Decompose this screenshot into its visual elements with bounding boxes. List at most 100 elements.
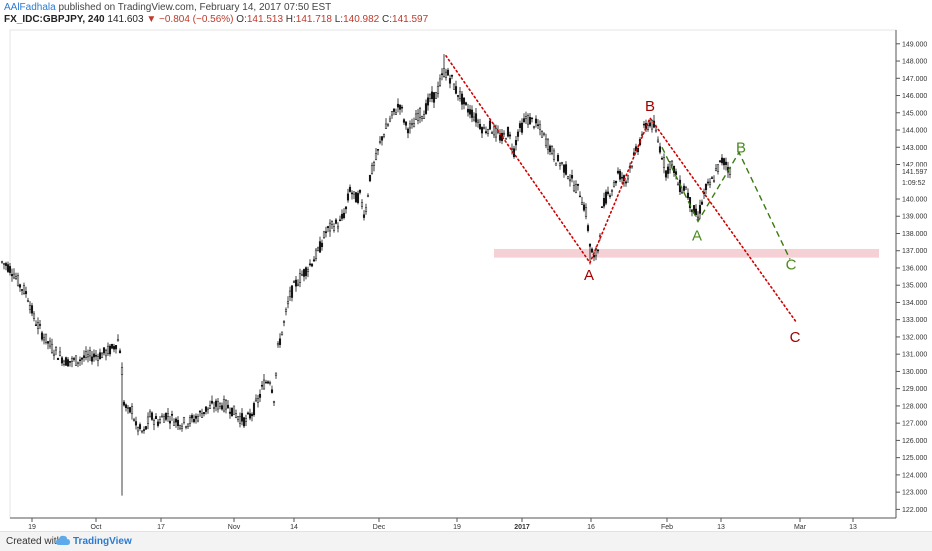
y-tick-label: 135.000 [902, 283, 927, 290]
candle-down [368, 174, 372, 182]
candle-up [336, 225, 340, 229]
y-tick-label: 139.000 [902, 214, 927, 221]
candle-up [104, 349, 108, 357]
candle-up [268, 382, 272, 384]
candle-down [248, 413, 252, 419]
price-change: −0.804 (−0.56%) [159, 14, 234, 25]
x-tick-label: 19 [453, 524, 461, 531]
plot-frame [9, 29, 897, 519]
candle-down [60, 357, 64, 364]
candle-up [70, 357, 74, 362]
candle-down [648, 122, 652, 127]
candle-down [462, 97, 466, 105]
candle-down [40, 332, 44, 340]
candle-down [144, 426, 148, 430]
candle-up [224, 400, 228, 410]
candle-up [120, 367, 124, 376]
candle-up [524, 116, 528, 119]
candle-down [102, 347, 106, 354]
candle-down [98, 352, 102, 359]
candle-up [490, 132, 494, 134]
candle-down [362, 214, 366, 218]
support-zone [494, 248, 879, 258]
candle-up [160, 415, 164, 418]
price-label-box [897, 166, 932, 177]
candle-up [300, 274, 304, 276]
candle-up [502, 132, 506, 135]
close-label: C: [382, 14, 393, 25]
candle-down [226, 404, 230, 409]
candle-up [100, 353, 104, 359]
candle-down [94, 355, 98, 357]
x-tick-label: 2017 [514, 524, 530, 531]
price-chart[interactable]: 122.000 123.000 124.000 125.000 126.000 127.0… [0, 0, 932, 531]
candle-down [250, 413, 254, 417]
close-value: 141.597 [392, 14, 429, 25]
candle-up [86, 354, 90, 358]
candle-down [346, 193, 350, 201]
candle-down [624, 181, 628, 184]
candle-down [118, 350, 122, 354]
candle-down [202, 412, 206, 414]
x-tick-label: Dec [373, 524, 386, 531]
candle-down [348, 186, 352, 192]
candle-up [274, 372, 278, 376]
candle-up [452, 83, 456, 90]
y-tick-label: 138.000 [902, 231, 927, 238]
candle-down [242, 417, 246, 427]
open-label: O: [236, 14, 247, 25]
x-tick-label: 14 [290, 524, 298, 531]
candle-up [458, 91, 462, 99]
candle-down [92, 353, 96, 358]
candle-up [218, 402, 222, 407]
green-wave-label-C: C [786, 257, 797, 274]
author-link[interactable]: AAlFadhala [4, 2, 56, 13]
candle-down [122, 401, 126, 406]
candle-down [660, 158, 664, 160]
candle-down [590, 248, 594, 253]
candle-up [538, 124, 542, 130]
candle-down [516, 131, 520, 137]
y-tick-label: 149.000 [902, 41, 927, 48]
candle-up [384, 123, 388, 129]
symbol-label: FX_IDC:GBPJPY, 240 [4, 14, 105, 25]
candle-up [408, 123, 412, 129]
candle-down [198, 410, 202, 413]
candle-down [278, 338, 282, 345]
y-tick-label: 125.000 [902, 455, 927, 462]
y-tick-label: 146.000 [902, 93, 927, 100]
published-text: published on TradingView.com, February 1… [58, 2, 332, 13]
red-wave-label-B: B [645, 98, 655, 115]
candle-up [132, 419, 136, 422]
candle-down [66, 359, 70, 367]
candle-up [612, 182, 616, 187]
candle-up [12, 273, 16, 279]
candle-up [630, 165, 634, 168]
x-tick-label: 13 [717, 524, 725, 531]
candle-down [204, 406, 208, 412]
y-tick-label: 132.000 [902, 334, 927, 341]
candle-up [414, 113, 418, 120]
candle-down [548, 145, 552, 152]
candle-up [332, 226, 336, 231]
candle-down [294, 279, 298, 287]
candle-down [666, 166, 670, 174]
candle-down [392, 108, 396, 112]
y-tick-label: 133.000 [902, 317, 927, 324]
candle-up [486, 129, 490, 134]
candle-down [6, 264, 10, 272]
candle-up [328, 222, 332, 232]
low-value: 140.982 [343, 14, 380, 25]
candle-up [684, 187, 688, 190]
candle-up [610, 190, 614, 192]
candle-down [82, 355, 86, 358]
created-with-text: Created with [6, 536, 63, 547]
tradingview-link[interactable]: TradingView [73, 536, 132, 547]
candle-up [22, 285, 26, 294]
candle-up [532, 126, 536, 129]
candle-down [270, 389, 274, 393]
candle-down [90, 356, 94, 362]
y-tick-label: 131.000 [902, 352, 927, 359]
candle-up [360, 202, 364, 207]
candle-up [234, 413, 238, 418]
